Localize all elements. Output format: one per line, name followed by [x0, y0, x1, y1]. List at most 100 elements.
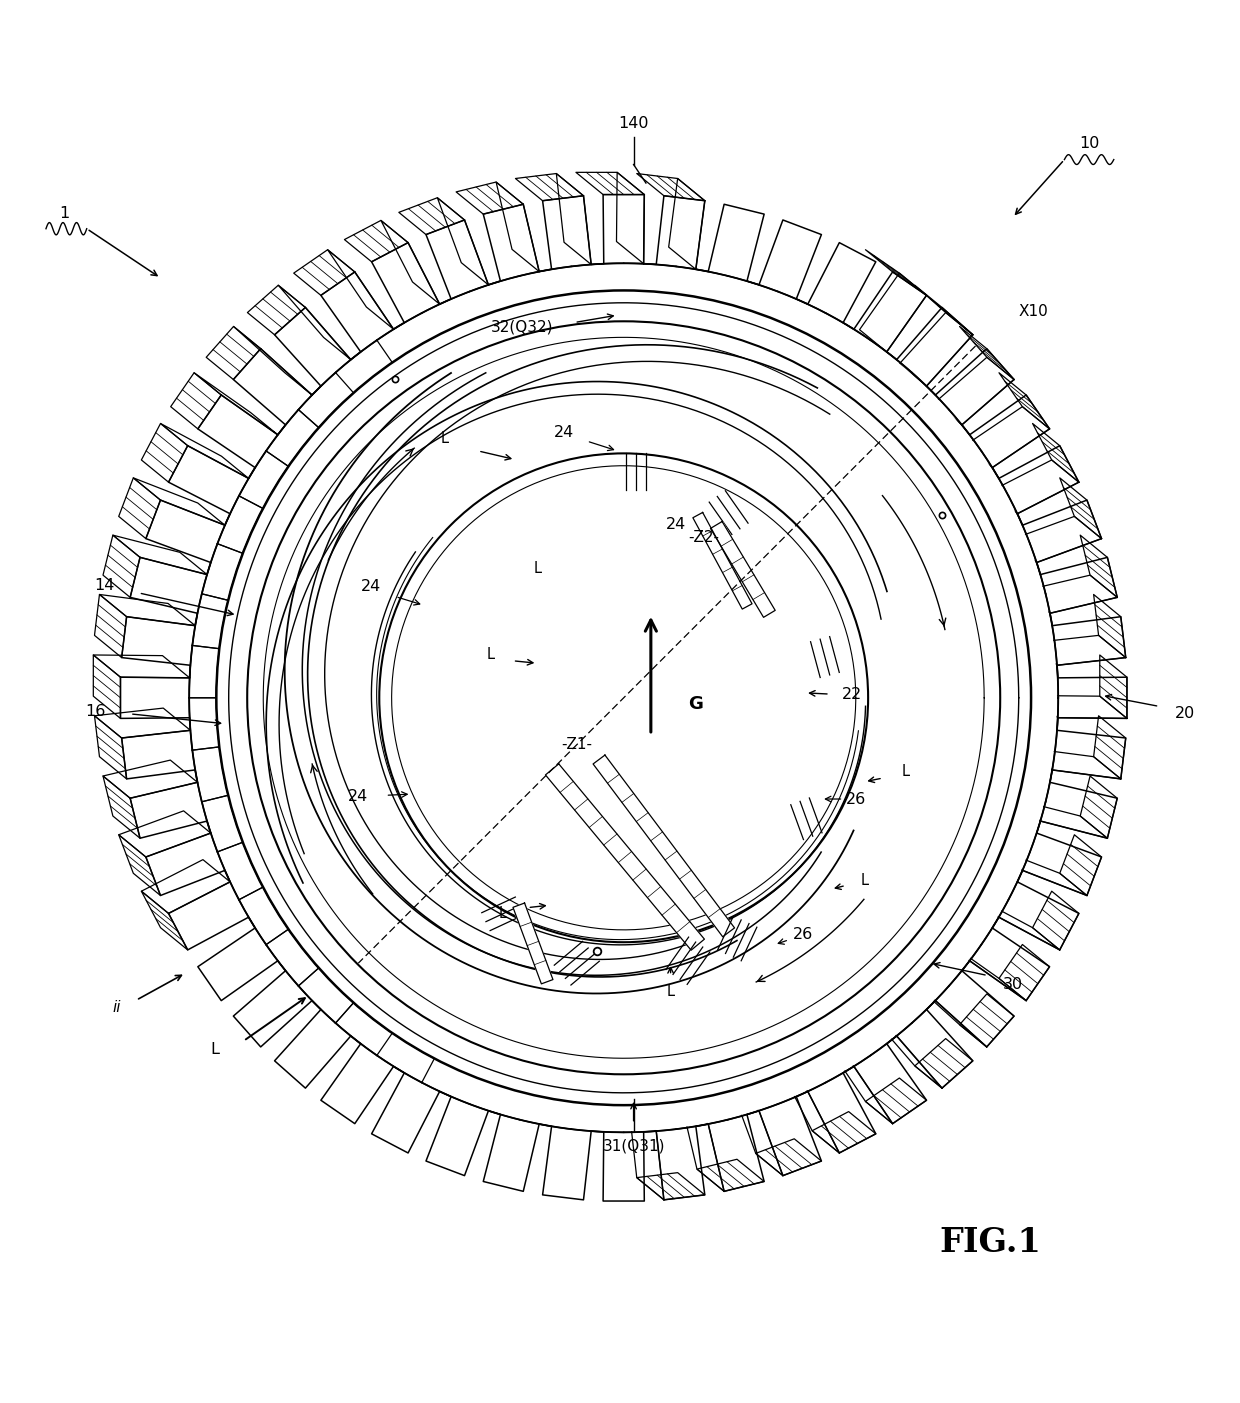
- Polygon shape: [1030, 696, 1127, 718]
- Polygon shape: [668, 178, 704, 269]
- Polygon shape: [160, 424, 249, 478]
- Text: 14: 14: [94, 578, 114, 593]
- Text: FIG.1: FIG.1: [940, 1226, 1042, 1258]
- Polygon shape: [781, 1069, 839, 1153]
- Polygon shape: [915, 1038, 973, 1089]
- Text: G: G: [688, 694, 703, 713]
- Polygon shape: [942, 939, 1027, 1000]
- Polygon shape: [991, 460, 1079, 513]
- Polygon shape: [103, 760, 197, 798]
- Text: L: L: [440, 431, 449, 446]
- Polygon shape: [141, 860, 231, 913]
- Polygon shape: [859, 274, 926, 352]
- Circle shape: [216, 290, 1032, 1106]
- Polygon shape: [869, 1014, 942, 1089]
- Polygon shape: [1100, 655, 1127, 718]
- Polygon shape: [915, 285, 973, 335]
- Text: 30: 30: [1002, 976, 1023, 992]
- Text: L: L: [211, 1042, 219, 1056]
- Polygon shape: [206, 327, 260, 380]
- Polygon shape: [134, 478, 224, 525]
- Text: 32(Q32): 32(Q32): [491, 320, 554, 335]
- Polygon shape: [732, 1089, 782, 1176]
- Text: 16: 16: [86, 704, 105, 718]
- Text: 10: 10: [1079, 136, 1100, 152]
- Text: L: L: [861, 873, 868, 888]
- Text: ii: ii: [112, 1000, 120, 1016]
- Polygon shape: [233, 327, 312, 396]
- Polygon shape: [119, 835, 160, 895]
- Polygon shape: [171, 373, 221, 429]
- Text: L: L: [486, 647, 495, 662]
- Text: L: L: [901, 765, 909, 779]
- Polygon shape: [99, 595, 195, 626]
- Polygon shape: [1094, 595, 1126, 658]
- Polygon shape: [94, 709, 191, 738]
- Polygon shape: [827, 1044, 893, 1124]
- Text: 26: 26: [792, 927, 813, 943]
- Circle shape: [247, 321, 1001, 1075]
- Polygon shape: [899, 313, 973, 386]
- Polygon shape: [1094, 716, 1126, 779]
- Polygon shape: [103, 776, 140, 838]
- Polygon shape: [999, 373, 1049, 429]
- Polygon shape: [1009, 516, 1101, 563]
- Polygon shape: [513, 904, 553, 984]
- Polygon shape: [546, 763, 704, 950]
- Polygon shape: [972, 895, 1060, 950]
- Text: 26: 26: [846, 791, 866, 807]
- Polygon shape: [94, 595, 126, 658]
- Polygon shape: [637, 1173, 704, 1200]
- Polygon shape: [960, 993, 1014, 1047]
- Polygon shape: [711, 522, 775, 617]
- Polygon shape: [908, 978, 987, 1047]
- Polygon shape: [381, 220, 440, 304]
- Polygon shape: [1080, 776, 1117, 838]
- Polygon shape: [119, 811, 211, 857]
- Text: X10: X10: [1019, 304, 1049, 318]
- Polygon shape: [629, 1108, 663, 1200]
- Circle shape: [191, 265, 1056, 1131]
- Polygon shape: [575, 173, 645, 195]
- Text: 31(Q31): 31(Q31): [603, 1138, 665, 1153]
- Polygon shape: [1033, 424, 1079, 483]
- Polygon shape: [1023, 575, 1117, 613]
- Polygon shape: [93, 655, 120, 718]
- Text: -Z2-: -Z2-: [688, 530, 719, 544]
- Polygon shape: [697, 1159, 764, 1191]
- Polygon shape: [93, 655, 190, 678]
- Polygon shape: [113, 535, 207, 575]
- Polygon shape: [866, 250, 926, 296]
- Text: 24: 24: [666, 518, 686, 533]
- Polygon shape: [1030, 636, 1126, 665]
- Text: 24: 24: [361, 579, 381, 595]
- Polygon shape: [496, 182, 539, 272]
- Polygon shape: [345, 220, 408, 262]
- Polygon shape: [1033, 891, 1079, 950]
- Polygon shape: [294, 250, 355, 296]
- Text: 22: 22: [842, 686, 862, 702]
- Polygon shape: [1060, 478, 1101, 539]
- Polygon shape: [1080, 535, 1117, 598]
- Polygon shape: [637, 174, 704, 201]
- Text: 24: 24: [348, 788, 368, 804]
- Polygon shape: [119, 478, 160, 539]
- Circle shape: [379, 453, 868, 943]
- Polygon shape: [516, 174, 584, 201]
- Polygon shape: [456, 182, 523, 215]
- Polygon shape: [278, 285, 351, 359]
- Polygon shape: [94, 716, 126, 779]
- Polygon shape: [812, 1111, 875, 1153]
- Text: 20: 20: [1176, 706, 1195, 721]
- Polygon shape: [195, 373, 278, 435]
- Circle shape: [114, 188, 1133, 1208]
- Text: -Z1-: -Z1-: [562, 737, 593, 752]
- Polygon shape: [593, 755, 734, 937]
- Polygon shape: [935, 358, 1014, 425]
- Polygon shape: [399, 198, 465, 234]
- Polygon shape: [999, 944, 1049, 1000]
- Polygon shape: [866, 1078, 926, 1124]
- Polygon shape: [693, 512, 751, 609]
- Polygon shape: [960, 327, 1014, 380]
- Polygon shape: [327, 250, 393, 330]
